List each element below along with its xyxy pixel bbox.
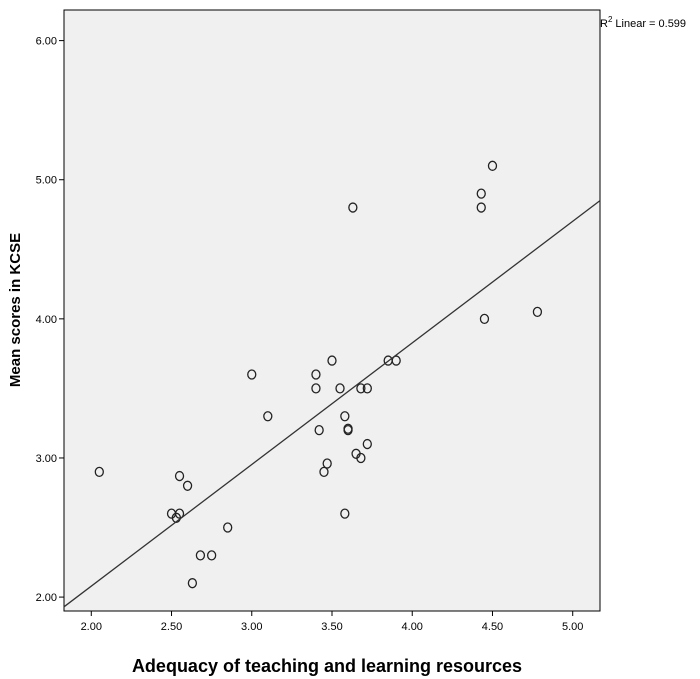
x-axis-ticks: 2.00 2.50 3.00 3.50 4.00 4.50 5.00 [81, 611, 583, 633]
data-point [174, 508, 185, 519]
x-tick-label: 4.50 [482, 621, 503, 633]
data-point [356, 383, 366, 394]
data-point [362, 383, 372, 394]
data-point [247, 369, 257, 380]
data-point [348, 202, 358, 213]
plot-area [63, 9, 601, 612]
data-point [322, 458, 332, 469]
data-point [206, 550, 217, 561]
linear-fit-line [63, 200, 601, 608]
data-point [187, 578, 198, 589]
x-tick-label: 3.50 [321, 621, 342, 633]
data-point [311, 383, 321, 394]
r2-label: Linear = 0.599 [615, 18, 686, 30]
x-tick-label: 2.50 [161, 621, 182, 633]
x-tick-label: 2.00 [81, 621, 102, 633]
data-point [311, 369, 321, 380]
data-point [335, 383, 345, 394]
y-tick-label: 3.00 [36, 453, 57, 465]
data-point [532, 306, 543, 318]
data-point [343, 423, 353, 434]
data-point [340, 411, 350, 422]
data-point [263, 411, 273, 422]
y-tick-label: 6.00 [36, 36, 57, 48]
data-point [476, 188, 486, 199]
x-axis-label: Adequacy of teaching and learning resour… [132, 656, 522, 676]
y-tick-label: 4.00 [36, 314, 57, 326]
data-point [314, 424, 324, 436]
r2-prefix: R [600, 18, 608, 30]
data-point [391, 355, 401, 366]
data-point [487, 160, 498, 171]
data-point [174, 470, 185, 482]
y-axis-ticks: 2.00 3.00 4.00 5.00 6.00 [36, 36, 64, 604]
x-tick-label: 5.00 [562, 621, 583, 633]
data-point [195, 550, 206, 561]
r2-superscript: 2 [608, 15, 613, 24]
data-point [340, 508, 350, 519]
data-point [327, 355, 337, 366]
data-point [182, 480, 193, 491]
data-point [223, 522, 233, 533]
data-point [319, 466, 329, 478]
data-point [94, 466, 104, 478]
data-points [94, 160, 543, 589]
r2-annotation: R2 Linear = 0.599 [600, 15, 686, 30]
y-tick-label: 5.00 [36, 175, 57, 187]
data-point [476, 202, 486, 213]
data-point [479, 313, 490, 324]
data-point [362, 438, 372, 450]
y-tick-label: 2.00 [36, 592, 57, 604]
data-point [356, 452, 366, 464]
x-tick-label: 3.00 [241, 621, 262, 633]
y-axis-label: Mean scores in KCSE [7, 233, 24, 387]
x-tick-label: 4.00 [402, 621, 423, 633]
